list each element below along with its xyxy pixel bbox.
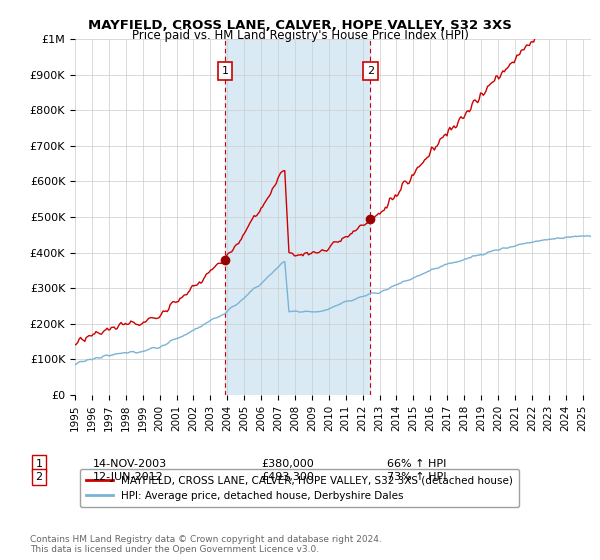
Text: 1: 1 bbox=[35, 459, 43, 469]
Text: 12-JUN-2012: 12-JUN-2012 bbox=[93, 472, 164, 482]
Text: 73% ↑ HPI: 73% ↑ HPI bbox=[387, 472, 446, 482]
Text: 66% ↑ HPI: 66% ↑ HPI bbox=[387, 459, 446, 469]
Text: £493,300: £493,300 bbox=[261, 472, 314, 482]
Text: 1: 1 bbox=[221, 66, 229, 76]
Legend: MAYFIELD, CROSS LANE, CALVER, HOPE VALLEY, S32 3XS (detached house), HPI: Averag: MAYFIELD, CROSS LANE, CALVER, HOPE VALLE… bbox=[80, 469, 519, 507]
Text: Price paid vs. HM Land Registry's House Price Index (HPI): Price paid vs. HM Land Registry's House … bbox=[131, 29, 469, 42]
Text: Contains HM Land Registry data © Crown copyright and database right 2024.
This d: Contains HM Land Registry data © Crown c… bbox=[30, 535, 382, 554]
Text: 14-NOV-2003: 14-NOV-2003 bbox=[93, 459, 167, 469]
Text: 2: 2 bbox=[367, 66, 374, 76]
Text: £380,000: £380,000 bbox=[261, 459, 314, 469]
Text: MAYFIELD, CROSS LANE, CALVER, HOPE VALLEY, S32 3XS: MAYFIELD, CROSS LANE, CALVER, HOPE VALLE… bbox=[88, 19, 512, 32]
Text: 2: 2 bbox=[35, 472, 43, 482]
Bar bbox=[225, 39, 370, 395]
